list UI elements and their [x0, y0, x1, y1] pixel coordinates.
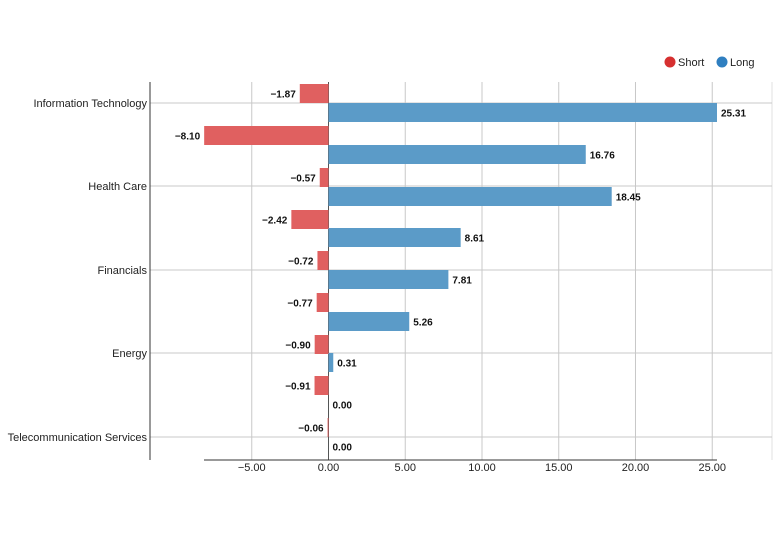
legend: Short Long — [664, 56, 754, 69]
x-tick-label: 25.00 — [698, 462, 726, 474]
bar-long — [328, 103, 717, 122]
bar-long — [328, 270, 449, 289]
long-legend-marker — [716, 56, 728, 68]
bar-short — [314, 335, 329, 354]
bar-short — [319, 168, 329, 187]
data-label-long: 7.81 — [452, 276, 472, 287]
data-label-long: 16.76 — [590, 151, 615, 162]
bar-short — [314, 376, 329, 395]
x-tick-label: 0.00 — [318, 462, 339, 474]
data-label-long: 25.31 — [721, 109, 746, 120]
data-label-long: 8.61 — [465, 234, 485, 245]
data-label-short: −1.87 — [270, 90, 296, 101]
x-tick-label: 10.00 — [468, 462, 496, 474]
bar-short — [317, 251, 329, 270]
x-tick-label: 5.00 — [395, 462, 416, 474]
bar-long — [328, 145, 586, 164]
data-label-short: −0.57 — [290, 174, 316, 185]
data-label-short: −0.72 — [288, 257, 314, 268]
data-label-long: 18.45 — [616, 193, 641, 204]
category-label: Financials — [97, 265, 147, 277]
data-label-short: −0.90 — [285, 341, 311, 352]
data-label-short: −2.42 — [262, 216, 288, 227]
bar-short — [204, 126, 329, 145]
data-label-short: −0.91 — [285, 382, 311, 393]
bar-long — [328, 353, 334, 372]
bar-short — [291, 210, 329, 229]
data-label-long: 0.00 — [333, 443, 353, 454]
x-tick-label: −5.00 — [238, 462, 266, 474]
category-label: Telecommunication Services — [8, 432, 148, 444]
data-label-short: −0.77 — [287, 299, 313, 310]
data-label-long: 0.31 — [337, 359, 357, 370]
bar-long — [328, 228, 461, 247]
bar-short — [327, 418, 329, 437]
bar-short — [316, 293, 329, 312]
legend-label-short: Short — [678, 57, 704, 69]
x-tick-label: 20.00 — [622, 462, 650, 474]
bar-long — [328, 312, 410, 331]
data-label-long: 0.00 — [333, 401, 353, 412]
category-label: Health Care — [88, 181, 147, 193]
bar-long — [328, 187, 612, 206]
data-label-short: −8.10 — [175, 132, 201, 143]
x-tick-label: 15.00 — [545, 462, 573, 474]
bar-short — [299, 84, 329, 103]
data-label-short: −0.06 — [298, 424, 324, 435]
category-label: Energy — [112, 348, 147, 360]
short-legend-marker — [664, 56, 676, 68]
data-label-long: 5.26 — [413, 318, 433, 329]
category-label: Information Technology — [33, 98, 147, 110]
legend-label-long: Long — [730, 57, 754, 69]
